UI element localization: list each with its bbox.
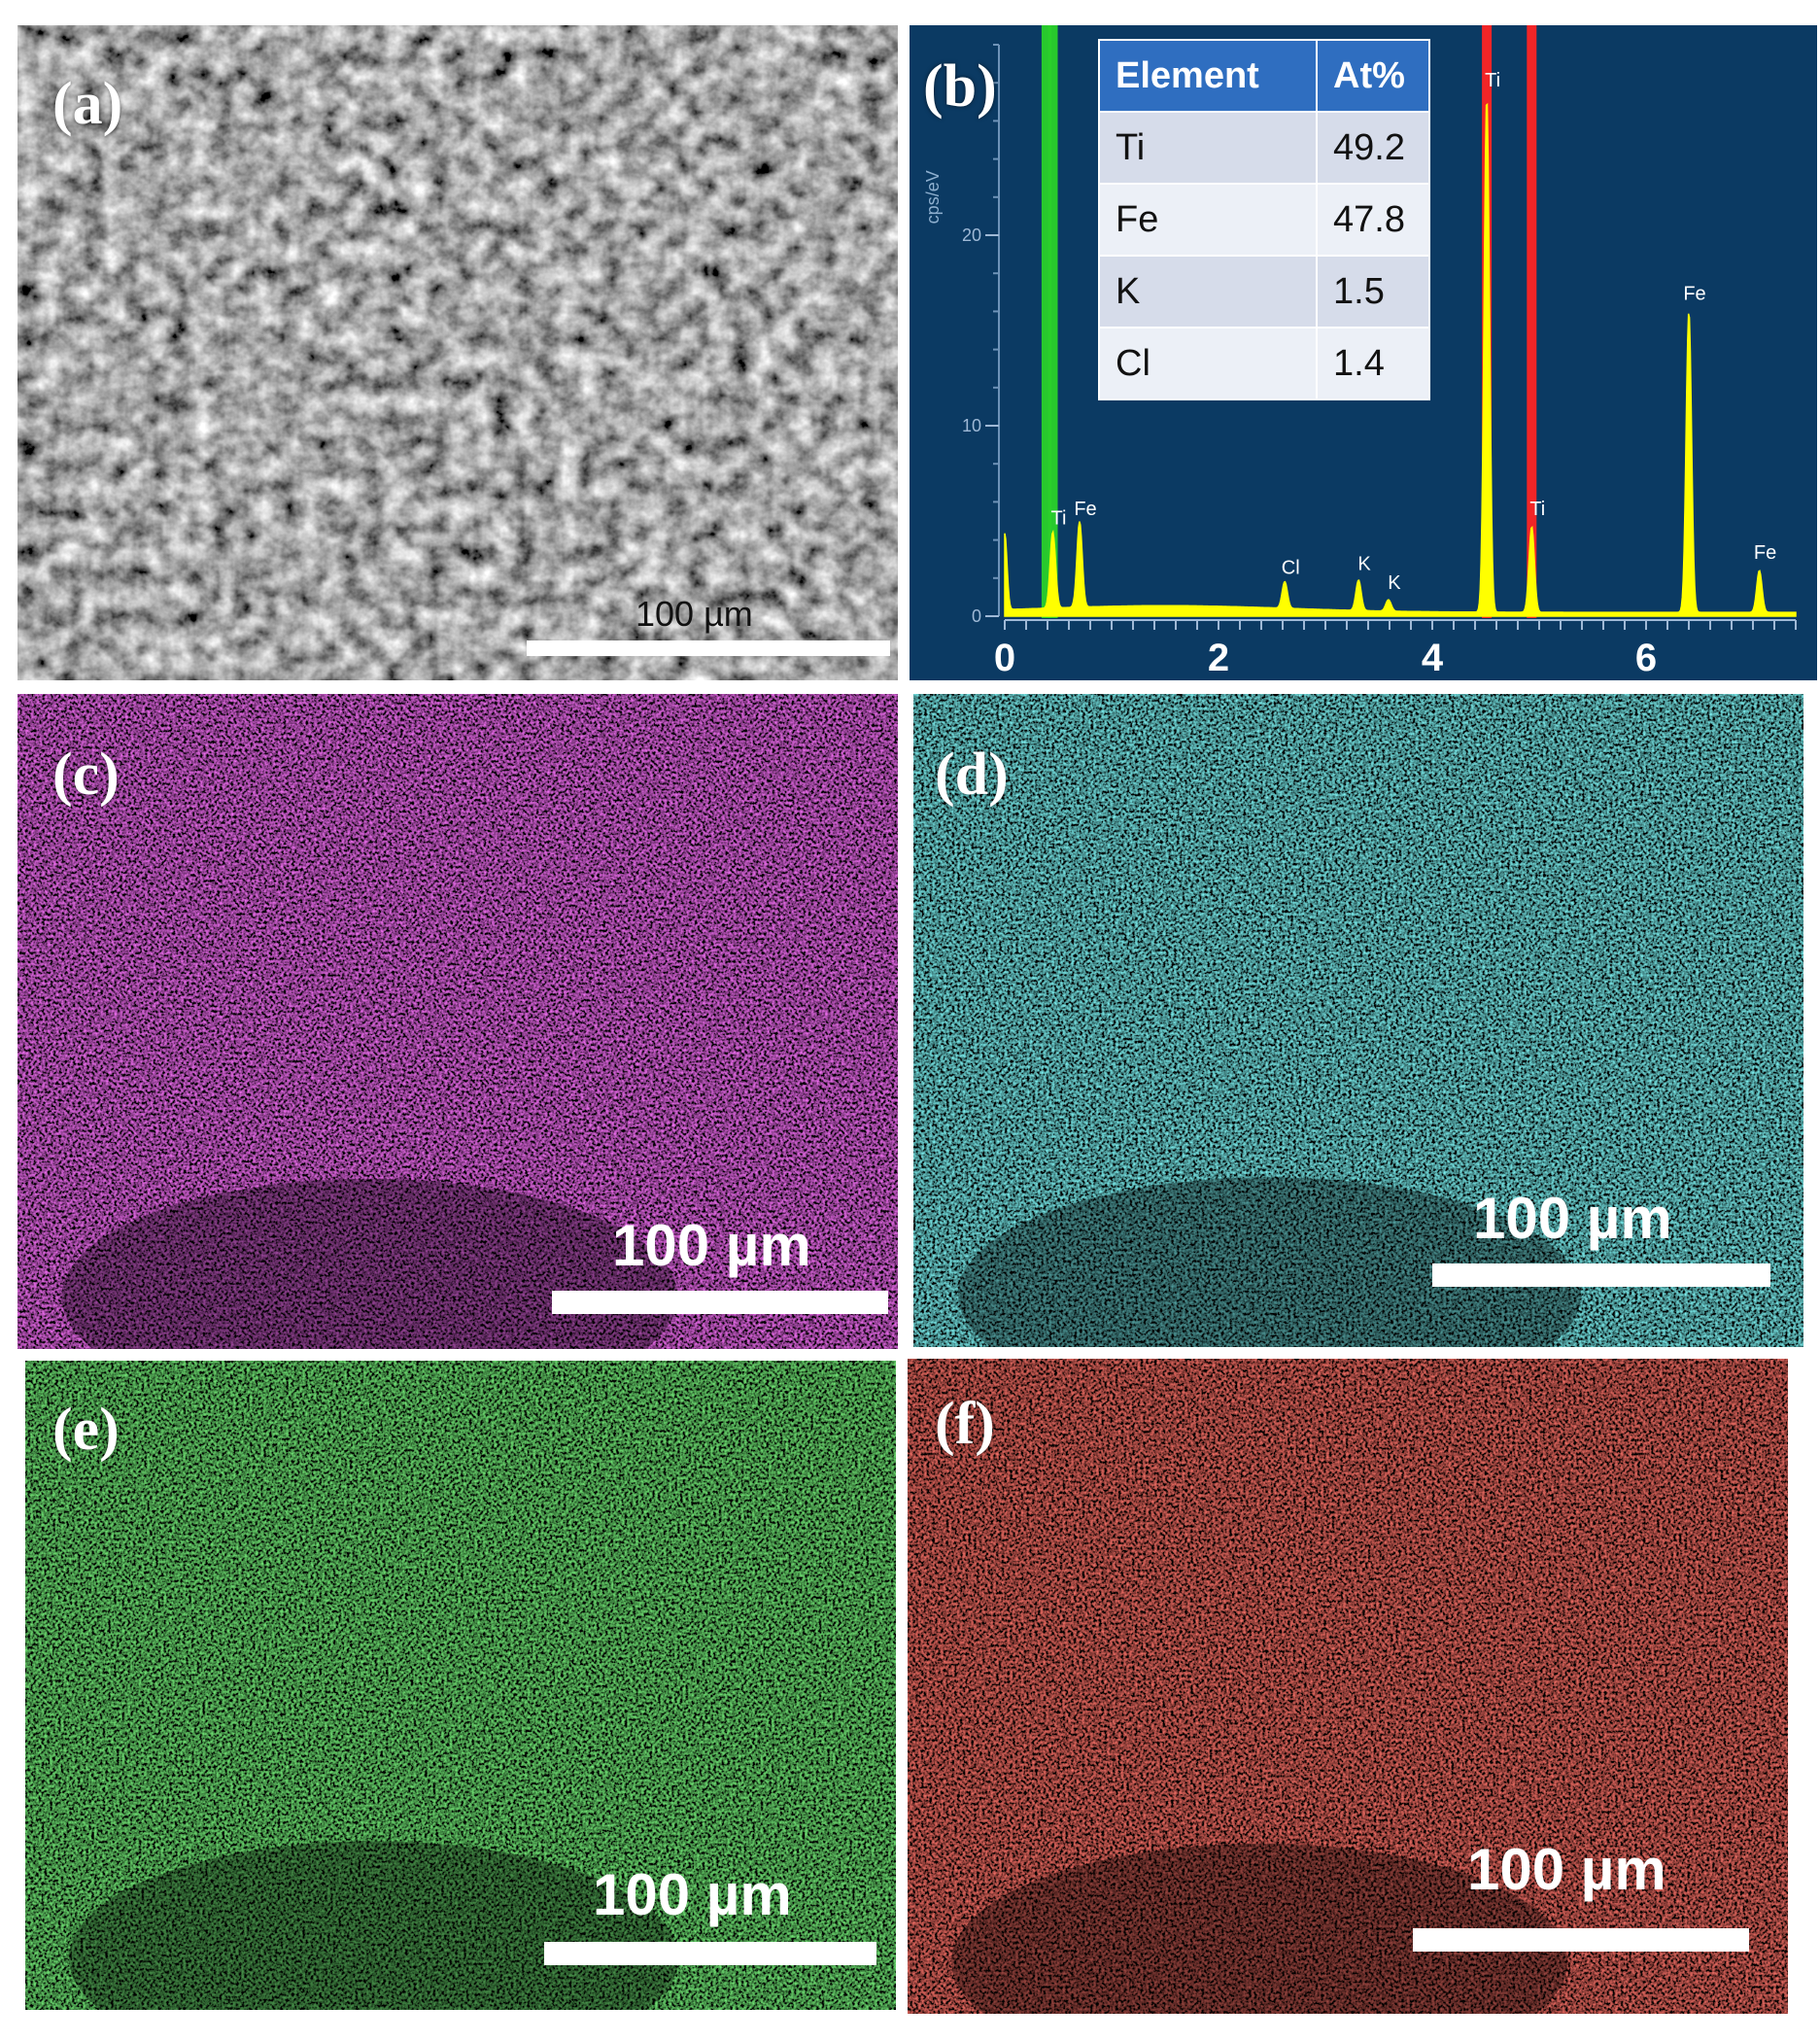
- peak-label: Ti: [1485, 70, 1500, 91]
- scale-bar-label: 100 µm: [635, 594, 753, 634]
- peak-label: Fe: [1074, 499, 1096, 520]
- scale-bar: [1413, 1928, 1749, 1952]
- composition-table: Element At% Ti 49.2 Fe 47.8 K 1.5 Cl 1.4: [1098, 39, 1430, 400]
- cell-element: Fe: [1098, 183, 1318, 257]
- peak-label: Cl: [1282, 558, 1300, 579]
- y-tick-label: 0: [972, 606, 981, 626]
- table-row: Fe 47.8: [1098, 183, 1430, 257]
- element-marker-line: [1047, 25, 1058, 618]
- panel-label: (e): [52, 1397, 120, 1463]
- cell-value: 1.4: [1316, 327, 1430, 400]
- element-map-image: [17, 694, 898, 1349]
- element-map-image: [908, 1359, 1788, 2014]
- panel-c-element-map: (c) 100 µm: [17, 694, 898, 1349]
- spectrum-series: [1004, 102, 1797, 617]
- scale-bar-label: 100 µm: [593, 1862, 792, 1927]
- peak-label: Fe: [1683, 283, 1705, 304]
- y-tick-label: 20: [962, 225, 981, 245]
- sem-micrograph: [17, 25, 898, 680]
- scale-bar-label: 100 µm: [1467, 1837, 1666, 1902]
- scale-bar: [1432, 1263, 1770, 1287]
- y-tick-label: 10: [962, 416, 981, 435]
- element-map-image: [913, 694, 1803, 1347]
- cell-value: 49.2: [1316, 111, 1430, 185]
- scale-bar: [552, 1291, 888, 1314]
- peak-label: K: [1388, 572, 1401, 594]
- scale-bar-label: 100 µm: [612, 1213, 811, 1278]
- x-tick-label: 2: [1208, 637, 1229, 679]
- element-map-image: [25, 1361, 896, 2010]
- table-header-row: Element At%: [1098, 39, 1430, 113]
- cell-value: 1.5: [1316, 255, 1430, 329]
- scale-bar: [544, 1942, 876, 1965]
- table-header-element: Element: [1098, 39, 1318, 113]
- cell-element: K: [1098, 255, 1318, 329]
- panel-label: (d): [935, 742, 1009, 808]
- element-marker-line: [1041, 25, 1051, 618]
- table-row: Cl 1.4: [1098, 327, 1430, 400]
- peak-label: Ti: [1529, 499, 1545, 520]
- x-tick-label: 0: [994, 637, 1015, 679]
- table-row: Ti 49.2: [1098, 111, 1430, 185]
- panel-e-element-map: (e) 100 µm: [25, 1361, 896, 2010]
- panel-d-element-map: (d) 100 µm: [913, 694, 1803, 1347]
- x-tick-label: 4: [1422, 637, 1444, 679]
- panel-label: (b): [923, 53, 997, 120]
- scale-bar: [527, 640, 890, 656]
- peak-label: Fe: [1754, 542, 1776, 564]
- table-row: K 1.5: [1098, 255, 1430, 329]
- panel-label: (c): [52, 742, 120, 808]
- panel-b-eds-spectrum: 0 10 20 cps/eV 0 2 4 6 Ti Fe Cl K K Ti Ti Fe Fe (b) Elem…: [910, 25, 1817, 680]
- y-axis-label: cps/eV: [923, 170, 943, 224]
- element-marker-line: [1527, 25, 1537, 618]
- cell-value: 47.8: [1316, 183, 1430, 257]
- panel-label: (a): [52, 71, 123, 137]
- cell-element: Ti: [1098, 111, 1318, 185]
- panel-f-element-map: (f) 100 µm: [908, 1359, 1788, 2014]
- table-header-at-percent: At%: [1316, 39, 1430, 113]
- scale-bar-label: 100 µm: [1473, 1186, 1672, 1251]
- peak-label: Ti: [1051, 508, 1067, 530]
- x-tick-label: 6: [1635, 637, 1657, 679]
- peak-label: K: [1357, 554, 1371, 575]
- cell-element: Cl: [1098, 327, 1318, 400]
- panel-label: (f): [935, 1391, 995, 1457]
- panel-a-sem-image: (a) 100 µm: [17, 25, 898, 680]
